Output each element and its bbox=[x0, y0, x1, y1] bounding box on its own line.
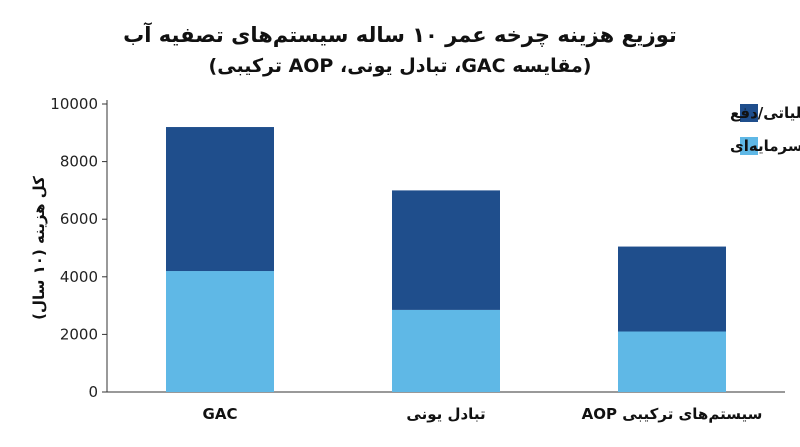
legend-swatch bbox=[740, 137, 758, 155]
y-axis-label-group: کل هزینه (۱۰ سال) bbox=[30, 176, 48, 320]
y-tick-label: 6000 bbox=[60, 210, 98, 228]
x-tick-labels: GAC تبادل یونی سیستم‌های ترکیبی AOP bbox=[203, 405, 763, 423]
x-tick-label: GAC bbox=[203, 405, 238, 423]
bar-segment-capital-3 bbox=[618, 331, 726, 392]
y-tick-label: 2000 bbox=[60, 325, 98, 343]
chart-title: توزیع هزینه چرخه عمر ۱۰ ساله سیستم‌های ت… bbox=[123, 22, 677, 47]
bars bbox=[166, 127, 726, 392]
legend-label: هزینه عملیاتی/دفع bbox=[730, 104, 800, 122]
y-tick-label: 8000 bbox=[60, 153, 98, 171]
y-tick-label: 4000 bbox=[60, 268, 98, 286]
x-tick-label: سیستم‌های ترکیبی AOP bbox=[582, 405, 763, 423]
bar-segment-operating-1 bbox=[166, 127, 274, 272]
legend: هزینه عملیاتی/دفع هزینه سرمایه‌ای bbox=[730, 104, 800, 155]
bar-segment-operating-3 bbox=[618, 246, 726, 332]
bar-segment-operating-2 bbox=[392, 190, 500, 310]
y-ticks: 0 2000 4000 6000 8000 10000 bbox=[50, 95, 107, 401]
bar-segment-capital-2 bbox=[392, 309, 500, 392]
y-axis-label: کل هزینه (۱۰ سال) bbox=[30, 176, 48, 320]
legend-swatch bbox=[740, 104, 758, 122]
legend-label: هزینه سرمایه‌ای bbox=[730, 137, 800, 155]
x-tick-label: تبادل یونی bbox=[406, 405, 485, 423]
bar-segment-capital-1 bbox=[166, 271, 274, 392]
y-tick-label: 0 bbox=[88, 383, 98, 401]
y-tick-label: 10000 bbox=[50, 95, 98, 113]
chart-subtitle: (مقایسه GAC، تبادل یونی، AOP ترکیبی) bbox=[209, 55, 592, 77]
